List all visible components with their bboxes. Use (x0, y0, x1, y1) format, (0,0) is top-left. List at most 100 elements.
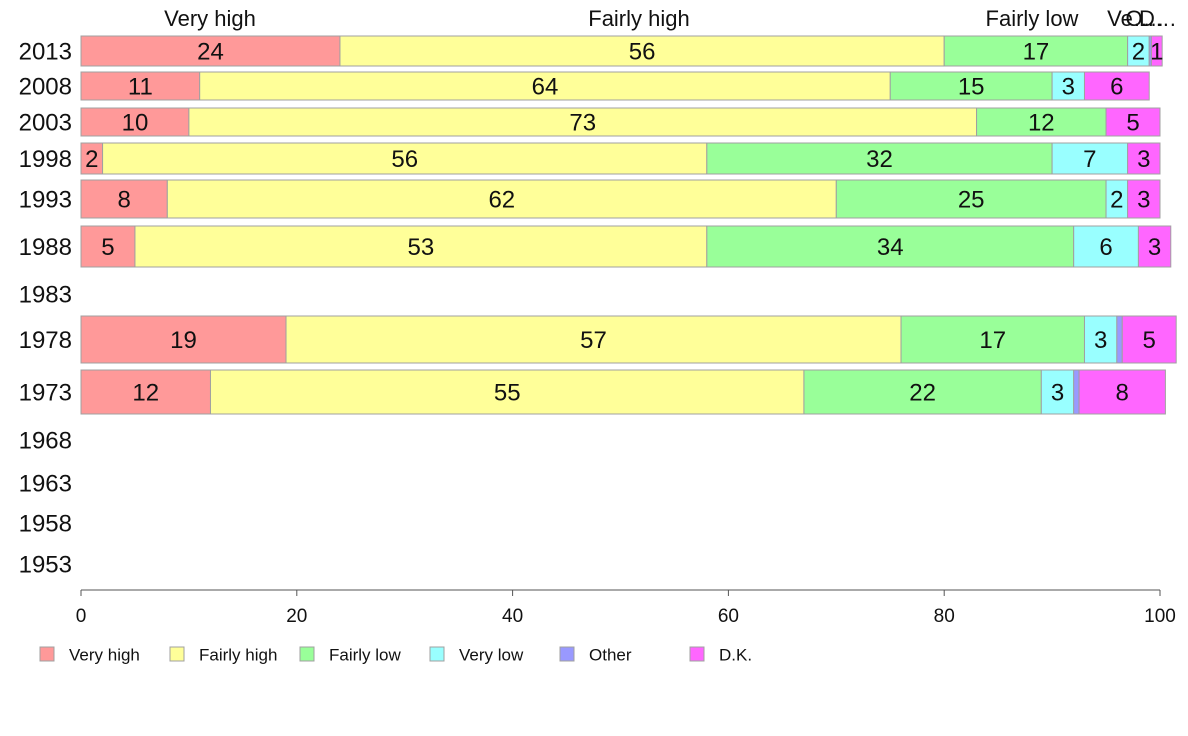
data-label: 34 (877, 234, 904, 261)
bar-segment (1083, 315, 1118, 364)
data-label: 3 (1148, 234, 1161, 261)
legend-swatch (169, 646, 185, 662)
bar-segment (835, 179, 1107, 219)
x-tick-label: 40 (502, 606, 523, 627)
data-label: 19 (170, 327, 197, 354)
year-label: 1973 (19, 380, 72, 407)
bar-segment (1127, 179, 1161, 219)
year-label: 1998 (19, 146, 72, 173)
data-label: 17 (1023, 39, 1050, 66)
bar-segment (285, 315, 902, 364)
bar-segment (900, 315, 1085, 364)
data-label: 5 (1126, 110, 1139, 137)
year-label: 1958 (19, 511, 72, 538)
x-tick-label: 0 (76, 606, 87, 627)
year-label: 2008 (19, 74, 72, 101)
data-label: 57 (580, 327, 607, 354)
year-label: 1988 (19, 234, 72, 261)
data-label: 62 (488, 187, 515, 214)
legend-label: Fairly low (329, 646, 402, 665)
bar-segment (209, 369, 805, 415)
data-label: 15 (958, 74, 985, 101)
bar-segment (80, 315, 287, 364)
data-label: 3 (1137, 146, 1150, 173)
bar-segment (889, 71, 1053, 101)
bar-segment (976, 107, 1107, 137)
data-label: 11 (128, 74, 153, 101)
data-label: 22 (909, 380, 936, 407)
year-label: 1993 (19, 187, 72, 214)
bar-segment (1127, 142, 1161, 175)
year-label: 1968 (19, 428, 72, 455)
bar-segment (199, 71, 891, 101)
x-tick-label: 20 (286, 606, 307, 627)
top-category-label: D… (1139, 6, 1177, 31)
x-tick-label: 100 (1144, 606, 1176, 627)
data-label: 5 (1143, 327, 1156, 354)
legend-label: Fairly high (199, 646, 277, 665)
top-category-label: Very high (164, 6, 256, 31)
bar-segment (1150, 35, 1163, 67)
bar-segment (80, 369, 211, 415)
bar-segment (188, 107, 978, 137)
data-label: 17 (979, 327, 1006, 354)
top-category-label: Fairly low (986, 6, 1079, 31)
data-label: 2 (85, 146, 98, 173)
bar-segment (1116, 315, 1123, 364)
year-label: 1963 (19, 471, 72, 498)
year-label: 2003 (19, 110, 72, 137)
data-label: 5 (101, 234, 114, 261)
bar-segment (166, 179, 837, 219)
bar-segment (102, 142, 708, 175)
data-label: 56 (629, 39, 656, 66)
legend-swatch (299, 646, 315, 662)
bar-segment (1051, 71, 1085, 101)
data-label: 7 (1083, 146, 1096, 173)
bar-segment (80, 179, 168, 219)
bar-segment (1083, 71, 1150, 101)
legend-label: Very high (69, 646, 140, 665)
data-label: 3 (1137, 187, 1150, 214)
top-category-label: Ve… (1107, 6, 1155, 31)
bar-segment (803, 369, 1042, 415)
data-label: 25 (958, 187, 985, 214)
data-label: 12 (132, 380, 159, 407)
x-tick-label: 80 (934, 606, 955, 627)
bar-segment (134, 225, 708, 268)
bar-segment (1051, 142, 1129, 175)
data-label: 24 (197, 39, 224, 66)
bar-segment (1105, 107, 1161, 137)
data-label: 12 (1028, 110, 1055, 137)
legend-label: D.K. (719, 646, 752, 665)
year-label: 1953 (19, 552, 72, 579)
data-label: 1 (1150, 39, 1163, 66)
year-label: 1983 (19, 282, 72, 309)
data-label: 3 (1062, 74, 1075, 101)
data-label: 3 (1094, 327, 1107, 354)
legend-swatch (39, 646, 55, 662)
legend-swatch (559, 646, 575, 662)
data-label: 56 (391, 146, 418, 173)
data-label: 8 (1116, 380, 1129, 407)
data-label: 55 (494, 380, 521, 407)
x-tick-label: 60 (718, 606, 739, 627)
top-category-label: O… (1125, 6, 1164, 31)
bar-segment (706, 225, 1075, 268)
data-label: 3 (1051, 380, 1064, 407)
legend-swatch (689, 646, 705, 662)
data-label: 10 (122, 110, 149, 137)
bar-segment (1121, 315, 1177, 364)
year-label: 1978 (19, 327, 72, 354)
top-category-label: Fairly high (588, 6, 689, 31)
data-label: 6 (1099, 234, 1112, 261)
bar-segment (1137, 225, 1172, 268)
bar-segment (1073, 225, 1139, 268)
data-label: 64 (532, 74, 559, 101)
legend-label: Other (589, 646, 632, 665)
bar-segment (1078, 369, 1166, 415)
bar-segment (706, 142, 1053, 175)
legend-swatch (429, 646, 445, 662)
data-label: 2 (1132, 39, 1145, 66)
data-label: 53 (408, 234, 435, 261)
